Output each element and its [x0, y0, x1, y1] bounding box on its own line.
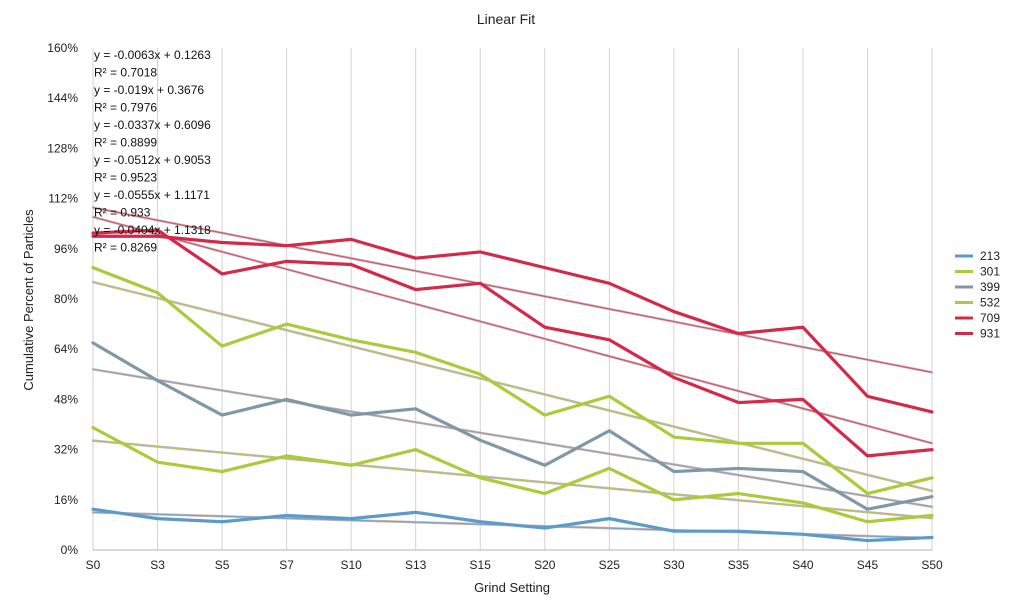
x-tick-label: S13	[405, 558, 427, 572]
x-tick-label: S20	[534, 558, 556, 572]
y-tick-label: 112%	[48, 192, 78, 206]
y-axis: 0% 16% 32% 48% 64% 80% 96% 112% 128% 144% 160%	[47, 41, 78, 557]
y-tick-label: 64%	[54, 342, 78, 356]
trendline-r-squared: R² = 0.9523	[94, 171, 157, 185]
legend-label: 931	[980, 327, 1000, 341]
trendline-equation: y = -0.0512x + 0.9053	[94, 153, 211, 167]
trendline-equation: y = -0.0555x + 1.1171	[94, 188, 210, 202]
x-tick-label: S5	[215, 558, 230, 572]
trendline-equation: y = -0.0063x + 0.1263	[94, 48, 211, 62]
x-axis-label: Grind Setting	[474, 580, 550, 595]
trendline	[92, 440, 933, 519]
grid	[92, 48, 933, 550]
y-tick-label: 16%	[54, 493, 78, 507]
y-tick-label: 160%	[47, 41, 78, 55]
chart-title: Linear Fit	[477, 11, 535, 27]
y-tick-label: 80%	[54, 292, 78, 306]
trendlines	[91, 206, 934, 540]
trendline	[92, 216, 933, 444]
series-line	[91, 341, 934, 511]
legend-label: 213	[980, 249, 1000, 263]
x-tick-label: S45	[857, 558, 879, 572]
legend-label: 532	[980, 296, 1000, 310]
x-axis: S0 S3 S5 S7 S10 S13 S15 S20 S25 S30 S35 S40 S45 S50	[86, 549, 943, 572]
trendline-equation: y = -0.0337x + 0.6096	[94, 118, 211, 132]
x-tick-label: S10	[340, 558, 362, 572]
y-tick-label: 128%	[47, 141, 78, 155]
x-tick-label: S25	[599, 558, 621, 572]
x-tick-label: S35	[728, 558, 750, 572]
y-tick-label: 32%	[54, 443, 78, 457]
series-lines	[91, 228, 934, 543]
trendline	[92, 281, 933, 492]
trendline-equation: y = -0.0404x + 1.1318	[94, 223, 211, 237]
trendline-r-squared: R² = 0.7976	[94, 101, 157, 115]
y-axis-label: Cumulative Percent of Particles	[21, 209, 36, 391]
series-line	[91, 426, 934, 524]
y-tick-label: 96%	[54, 242, 78, 256]
trendline-r-squared: R² = 0.933	[94, 206, 151, 220]
x-tick-label: S40	[792, 558, 814, 572]
y-tick-label: 48%	[54, 392, 78, 406]
y-tick-label: 144%	[47, 91, 78, 105]
trendline-r-squared: R² = 0.8899	[94, 136, 157, 150]
x-tick-label: S3	[150, 558, 165, 572]
x-tick-label: S7	[279, 558, 294, 572]
legend-label: 301	[980, 265, 1000, 279]
x-tick-label: S30	[663, 558, 685, 572]
trendline	[92, 368, 933, 508]
trendline	[92, 207, 933, 373]
series-line	[91, 507, 934, 543]
trendline-equation: y = -0.019x + 0.3676	[94, 83, 204, 97]
y-tick-label: 0%	[61, 543, 79, 557]
series-line	[91, 228, 934, 458]
trendline-equations: y = -0.0063x + 0.1263 R² = 0.7018 y = -0.0…	[94, 48, 211, 255]
trendline-r-squared: R² = 0.8269	[94, 241, 157, 255]
legend-label: 709	[980, 311, 1000, 325]
trendline-r-squared: R² = 0.7018	[94, 66, 157, 80]
legend-label: 399	[980, 280, 1000, 294]
series-line	[91, 234, 934, 414]
series-line	[91, 266, 934, 496]
x-tick-label: S0	[86, 558, 101, 572]
x-tick-label: S50	[921, 558, 943, 572]
x-tick-label: S15	[470, 558, 492, 572]
